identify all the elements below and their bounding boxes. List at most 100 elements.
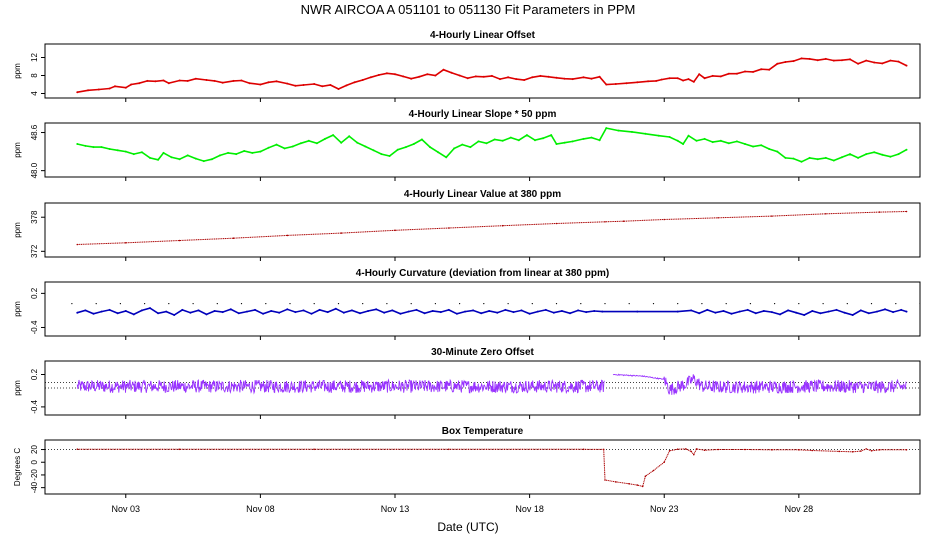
y-tick-label: 0.2: [30, 287, 39, 299]
data-point: [824, 156, 827, 159]
data-point: [415, 308, 418, 311]
data-point: [307, 139, 310, 142]
data-point: [577, 309, 580, 312]
data-point: [286, 234, 289, 237]
data-point: [229, 308, 232, 311]
data-point: [157, 158, 160, 161]
data-point: [345, 84, 348, 87]
data-point: [668, 450, 671, 452]
data-point: [162, 151, 165, 154]
data-point: [178, 448, 181, 451]
data-point: [746, 308, 749, 311]
panel-title: 4-Hourly Linear Offset: [430, 30, 536, 41]
data-point: [676, 448, 679, 451]
data-point: [897, 153, 900, 156]
outlier-dot: [168, 303, 170, 305]
data-point: [76, 91, 79, 94]
data-point: [100, 310, 103, 313]
data-point: [507, 76, 510, 79]
outlier-dot: [870, 303, 873, 305]
data-point: [377, 74, 380, 76]
data-point: [466, 77, 469, 80]
data-point: [469, 146, 472, 149]
series-line: [77, 307, 907, 316]
data-point: [504, 308, 507, 311]
data-point: [840, 59, 843, 62]
outlier-dot: [798, 303, 800, 305]
data-point: [84, 309, 87, 312]
data-point: [76, 243, 79, 246]
data-point: [391, 309, 394, 312]
data-point: [369, 76, 372, 79]
y-tick-label: -0.4: [30, 399, 39, 413]
data-point: [84, 144, 87, 147]
data-point: [682, 79, 685, 82]
data-point: [859, 309, 862, 312]
data-point: [668, 136, 671, 138]
data-point: [771, 449, 773, 451]
data-point: [582, 448, 585, 451]
data-point: [116, 312, 119, 315]
data-point: [811, 310, 814, 312]
y-tick-label: 0: [30, 459, 39, 464]
data-point: [493, 138, 496, 141]
data-point: [771, 215, 773, 217]
outlier-dot: [555, 303, 558, 305]
data-point: [857, 156, 860, 159]
data-point: [124, 150, 127, 153]
data-point: [92, 312, 95, 315]
data-point: [744, 143, 746, 145]
data-point: [857, 62, 860, 65]
data-point: [711, 74, 714, 77]
data-point: [878, 211, 881, 213]
outlier-dot: [265, 303, 267, 305]
data-point: [286, 308, 289, 311]
data-point: [367, 310, 370, 312]
data-point: [768, 148, 771, 150]
panel-data: [45, 448, 920, 488]
data-point: [552, 311, 555, 314]
outlier-dot: [362, 303, 364, 305]
data-point: [275, 80, 278, 83]
data-point: [186, 79, 189, 82]
data-point: [167, 82, 170, 85]
data-point: [800, 160, 803, 163]
panel-zero-offset: 30-Minute Zero Offset 0.2 -0.4 ppm: [13, 347, 921, 419]
data-point: [695, 448, 698, 450]
data-point: [439, 311, 442, 314]
data-point: [92, 146, 95, 149]
data-point: [138, 82, 141, 85]
data-point: [221, 81, 224, 84]
data-point: [100, 146, 103, 149]
data-point: [865, 448, 867, 450]
data-point: [531, 76, 534, 79]
data-point: [496, 311, 499, 314]
outlier-dot: [822, 303, 824, 305]
data-point: [240, 79, 243, 82]
data-point: [644, 475, 647, 478]
data-point: [437, 151, 440, 154]
outlier-dot: [410, 303, 412, 305]
data-point: [375, 308, 378, 311]
data-point: [827, 310, 830, 313]
data-point: [803, 314, 806, 316]
data-point: [278, 311, 281, 314]
outlier-dot: [725, 303, 727, 305]
data-point: [178, 158, 181, 161]
data-point: [340, 232, 343, 234]
data-point: [324, 137, 326, 140]
data-point: [202, 160, 205, 163]
panel-frame: [44, 202, 921, 258]
data-point: [108, 87, 111, 90]
data-point: [719, 139, 722, 142]
series-line: [612, 373, 907, 395]
outlier-dot: [749, 303, 752, 305]
data-point: [582, 76, 585, 79]
data-point: [275, 143, 278, 146]
data-point: [499, 78, 501, 81]
outlier-dot: [216, 303, 218, 305]
y-axis-label: ppm: [13, 63, 22, 79]
data-point: [132, 313, 135, 316]
data-point: [865, 59, 868, 62]
